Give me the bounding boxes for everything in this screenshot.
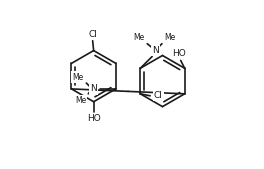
Text: HO: HO bbox=[172, 49, 186, 58]
Text: Me: Me bbox=[164, 33, 176, 42]
Text: HO: HO bbox=[87, 114, 101, 123]
Text: Me: Me bbox=[72, 73, 83, 82]
Text: N: N bbox=[90, 84, 97, 93]
Text: N: N bbox=[152, 46, 158, 55]
Text: Me: Me bbox=[75, 96, 86, 105]
Text: Cl: Cl bbox=[88, 30, 97, 39]
Text: Cl: Cl bbox=[154, 91, 162, 100]
Text: Me: Me bbox=[134, 33, 145, 42]
